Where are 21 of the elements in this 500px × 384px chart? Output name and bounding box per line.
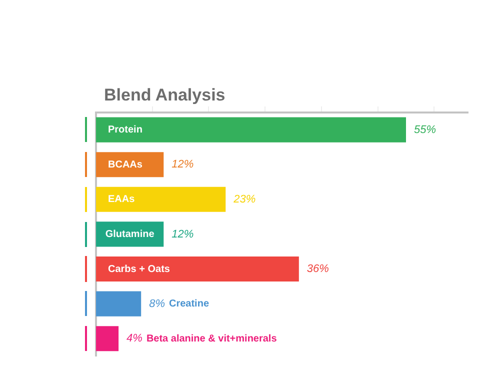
bar [96, 326, 119, 352]
y-tick-label: Carbs + Oats [108, 264, 170, 275]
y-tick-label: Protein [108, 124, 142, 136]
y-tick-label: Creatine [168, 298, 210, 310]
bar [96, 186, 226, 212]
data-label: 12% [172, 228, 194, 240]
chart-title: Blend Analysis [104, 86, 226, 105]
y-tick-label: Glutamine [105, 228, 155, 240]
data-label: 8% [149, 298, 166, 310]
bar [96, 152, 164, 178]
data-label: 12% [172, 158, 194, 171]
y-tick-label: EAAs [108, 194, 136, 206]
y-tick-label: BCAAs [108, 159, 143, 170]
bar [96, 117, 406, 142]
data-label: 23% [232, 193, 256, 206]
bar [96, 256, 299, 282]
data-label: 55% [414, 124, 436, 136]
bar [96, 291, 142, 316]
data-label: 4% [126, 332, 143, 345]
data-label: 36% [306, 263, 330, 276]
y-tick-label: Beta alanine & vit+minerals [146, 333, 278, 344]
